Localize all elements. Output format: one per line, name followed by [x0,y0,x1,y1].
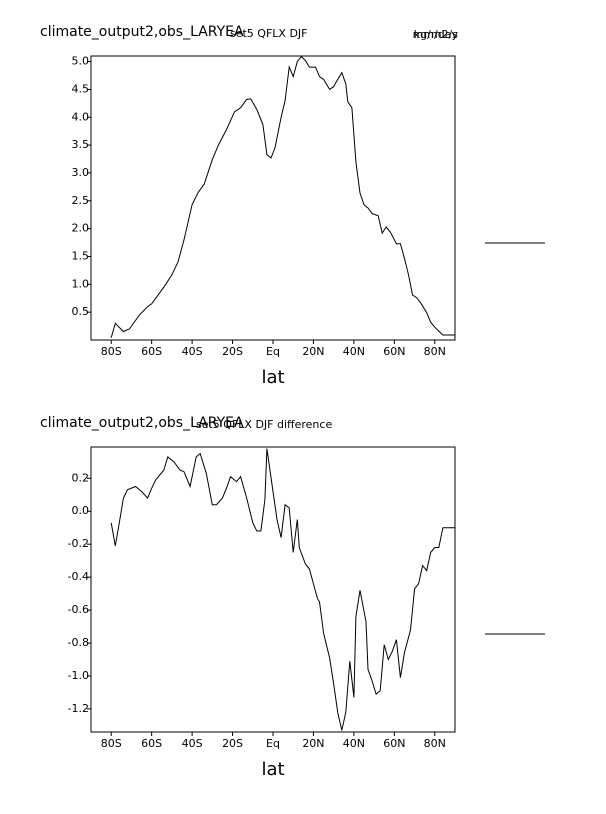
y-tick-label: 1.5 [72,249,90,262]
x-tick-label: 60S [141,345,162,358]
x-tick-label: 20N [302,345,324,358]
x-tick-label: Eq [266,345,280,358]
x-tick-label: 80S [101,737,122,750]
x-tick-label: 80N [424,737,446,750]
y-tick-label: -0.6 [68,603,89,616]
chart-title: climate_output2,obs_LARYEA [40,415,244,431]
x-tick-label: 40S [182,345,203,358]
chart-title: climate_output2,obs_LARYEA [40,24,244,40]
units-label: mm/day [413,28,459,41]
y-tick-label: 2.5 [72,194,90,207]
y-tick-label: 5.0 [72,55,90,68]
y-tick-label: 3.5 [72,138,90,151]
y-tick-label: 1.0 [72,277,90,290]
chart-subtitle: set5 QFLX DJF [230,27,308,40]
y-tick-label: 2.0 [72,222,90,235]
x-tick-label: 20S [222,737,243,750]
x-tick-label: 40N [343,345,365,358]
x-tick-label: 60N [383,737,405,750]
x-tick-label: 40S [182,737,203,750]
y-tick-label: 4.0 [72,110,90,123]
y-tick-label: 0.2 [72,471,90,484]
y-tick-label: -1.2 [68,702,89,715]
x-tick-label: 20N [302,737,324,750]
y-tick-label: 0.5 [72,305,90,318]
x-axis-label: lat [261,759,284,780]
y-tick-label: -0.4 [68,570,89,583]
units-label: kg/m2/s [414,28,458,41]
y-tick-label: -0.2 [68,537,89,550]
x-tick-label: 80S [101,345,122,358]
y-tick-label: -1.0 [68,669,89,682]
x-tick-label: 80N [424,345,446,358]
x-tick-label: 60N [383,345,405,358]
x-tick-label: 60S [141,737,162,750]
y-tick-label: 4.5 [72,82,90,95]
y-tick-label: 0.0 [72,504,90,517]
x-axis-label: lat [261,367,284,388]
data-line [110,55,455,338]
chart-subtitle: set5 QFLX DJF difference [196,418,332,431]
plot-frame [90,55,456,341]
x-tick-label: 20S [222,345,243,358]
x-tick-label: Eq [266,737,280,750]
y-tick-label: 3.0 [72,166,90,179]
x-tick-label: 40N [343,737,365,750]
y-tick-label: -0.8 [68,636,89,649]
data-line [110,448,455,731]
